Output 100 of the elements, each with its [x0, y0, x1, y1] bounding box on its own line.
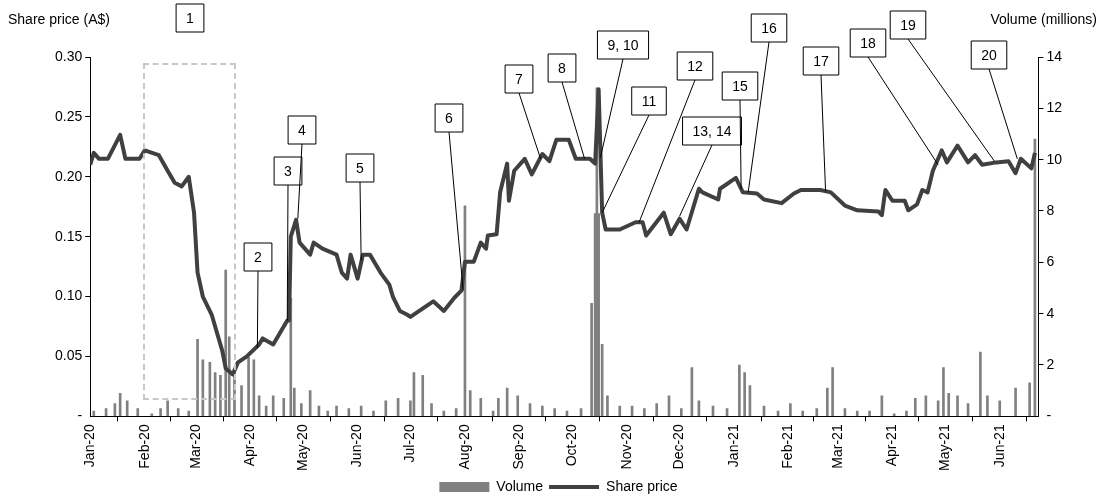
y2-tick-label: 12 [1046, 99, 1063, 116]
annotation: 16 [761, 19, 777, 36]
bar [92, 410, 96, 417]
legend-label: Volume [496, 477, 544, 494]
x-tick-label: Oct-20 [563, 424, 580, 467]
annotation: 8 [558, 59, 567, 76]
bar [468, 390, 472, 417]
bar [421, 374, 425, 417]
annotation: 7 [515, 70, 524, 87]
bar [913, 398, 917, 417]
annotation: 5 [356, 159, 365, 176]
annotation: 9, 10 [607, 36, 639, 53]
bar [497, 398, 500, 417]
x-tick-label: Feb-21 [779, 424, 796, 469]
bar [541, 405, 544, 417]
bar [384, 400, 388, 417]
bar [606, 395, 609, 417]
bar [196, 338, 199, 417]
bar [947, 392, 951, 417]
bar [136, 408, 140, 417]
bar [159, 408, 162, 417]
bar [282, 398, 286, 417]
annotation: 13, 14 [692, 122, 732, 139]
bar [789, 403, 792, 417]
annotation: 17 [813, 52, 829, 69]
y2-axis-title: Volume (millions) [990, 10, 1097, 27]
annotation: 15 [732, 77, 748, 94]
annotation: 2 [254, 248, 263, 265]
y2-tick-label: 4 [1046, 304, 1055, 321]
bar [942, 367, 945, 417]
bar [1028, 382, 1031, 417]
bar [655, 403, 659, 417]
y2-tick-label: 10 [1046, 150, 1063, 167]
bar [335, 405, 338, 417]
bar [187, 410, 191, 417]
bar [1014, 387, 1017, 417]
y2-tick-label: 2 [1046, 355, 1055, 372]
bar [738, 364, 741, 417]
y-tick-label: 0.10 [55, 287, 83, 304]
bar [826, 387, 829, 417]
bar [801, 410, 805, 417]
x-tick-label: Jul-20 [401, 424, 418, 463]
bar [125, 400, 129, 417]
x-tick-label: Mar-20 [186, 424, 203, 469]
x-tick-label: Dec-20 [670, 424, 687, 470]
bar [219, 374, 222, 417]
bar [998, 400, 1002, 417]
x-tick-label: Jan-20 [81, 424, 98, 468]
bar [743, 372, 746, 417]
bar [166, 400, 169, 417]
bar [326, 410, 330, 417]
x-tick-label: May-21 [936, 424, 953, 471]
bar [176, 408, 180, 417]
bar [679, 408, 683, 417]
bar [300, 403, 303, 417]
y2-tick-label: 6 [1046, 253, 1055, 270]
bar [815, 408, 819, 417]
annotation: 12 [687, 57, 703, 74]
bar [643, 408, 646, 417]
x-tick-label: Apr-20 [241, 424, 258, 467]
x-tick-label: Jun-20 [348, 424, 365, 468]
annotation: 20 [981, 46, 997, 63]
x-tick-label: Aug-20 [455, 424, 472, 470]
bar [618, 405, 622, 417]
y2-tick-label: 14 [1046, 47, 1063, 64]
legend-label: Share price [606, 477, 678, 494]
y-tick-label: 0.25 [55, 107, 83, 124]
bar [240, 385, 243, 417]
annotation: 3 [284, 162, 293, 179]
bar [372, 410, 375, 417]
x-tick-label: Nov-20 [617, 424, 634, 470]
bar [150, 413, 154, 417]
bar [271, 395, 275, 417]
y-axis-title: Share price (A$) [8, 10, 110, 27]
bar [868, 410, 871, 417]
bar [831, 367, 834, 417]
bar [247, 356, 250, 417]
y-tick-label: - [77, 407, 83, 424]
bar [516, 395, 520, 417]
bar [479, 398, 483, 417]
y2-tick-label: 8 [1046, 201, 1055, 218]
annotation: 11 [641, 92, 657, 109]
y2-tick-label: - [1046, 407, 1052, 424]
bar [986, 395, 989, 417]
bar [430, 403, 433, 417]
bar [956, 395, 959, 417]
y-tick-label: 0.15 [55, 227, 83, 244]
y-tick-label: 0.05 [55, 347, 83, 364]
x-tick-label: Jun-21 [990, 424, 1007, 468]
bar [979, 351, 982, 417]
x-tick-label: Apr-21 [883, 424, 900, 467]
y-tick-label: 0.30 [55, 47, 83, 64]
annotation: 19 [900, 16, 916, 33]
x-tick-label: Feb-20 [135, 424, 152, 469]
x-tick-label: Sep-20 [510, 424, 527, 470]
text: 1 [186, 9, 195, 26]
bar [553, 408, 556, 417]
x-tick-label: Mar-21 [828, 424, 845, 469]
annotation: 6 [445, 109, 454, 126]
annotation: 4 [298, 121, 307, 138]
